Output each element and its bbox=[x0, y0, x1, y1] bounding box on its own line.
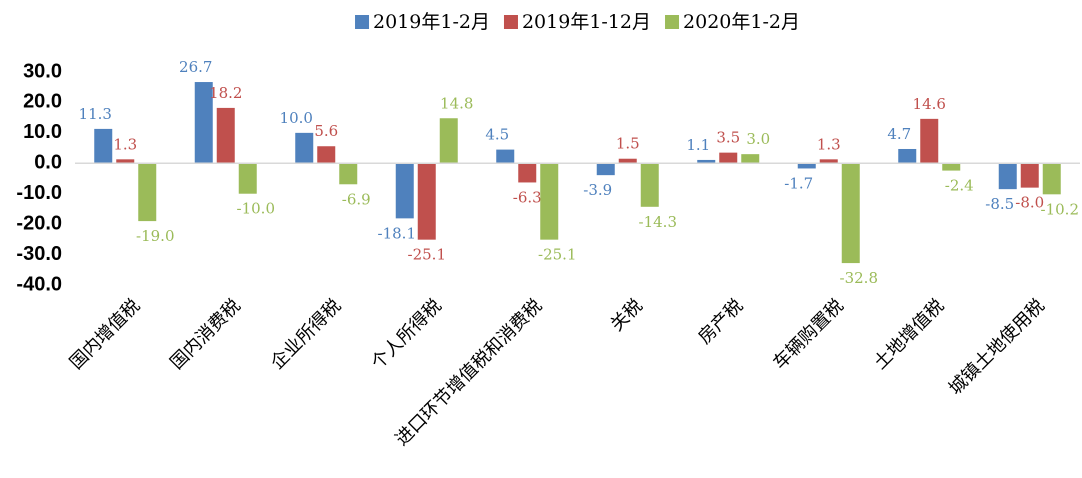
y-tick-label: -20.0 bbox=[16, 212, 62, 234]
value-label: 1.1 bbox=[686, 136, 710, 154]
value-label: -25.1 bbox=[538, 246, 576, 264]
bar bbox=[741, 154, 760, 164]
value-label: 3.0 bbox=[746, 130, 770, 148]
x-tick-label: 个人所得税 bbox=[367, 295, 445, 373]
bar bbox=[339, 163, 358, 185]
legend-label: 2019年1-2月 bbox=[373, 11, 490, 33]
bar bbox=[138, 163, 157, 222]
bar bbox=[596, 163, 615, 176]
bar bbox=[697, 159, 716, 164]
value-label: -8.5 bbox=[985, 195, 1014, 213]
legend-label: 2020年1-2月 bbox=[683, 11, 800, 33]
value-label: 4.5 bbox=[485, 126, 509, 144]
legend-swatch bbox=[355, 15, 370, 29]
value-label: -6.9 bbox=[342, 190, 371, 208]
x-tick-label: 土地增值税 bbox=[870, 295, 948, 373]
legend-swatch bbox=[503, 15, 518, 29]
y-tick-label: 0.0 bbox=[34, 152, 62, 174]
value-label: 18.2 bbox=[209, 84, 242, 102]
y-tick-label: 10.0 bbox=[23, 121, 62, 143]
value-label: 11.3 bbox=[79, 105, 112, 123]
value-label: -32.8 bbox=[840, 269, 878, 287]
x-tick-label: 国内增值税 bbox=[66, 295, 144, 373]
x-tick-label: 国内消费税 bbox=[166, 295, 244, 373]
value-label: -1.7 bbox=[784, 174, 813, 192]
value-label: -25.1 bbox=[408, 246, 446, 264]
value-label: -8.0 bbox=[1015, 194, 1044, 212]
bar bbox=[998, 163, 1017, 190]
y-tick-label: 20.0 bbox=[23, 91, 62, 113]
value-label: 4.7 bbox=[887, 125, 911, 143]
bar bbox=[540, 163, 559, 240]
x-tick-label: 车辆购置税 bbox=[769, 295, 847, 373]
legend-label: 2019年1-12月 bbox=[522, 11, 651, 33]
value-label: -14.3 bbox=[639, 213, 677, 231]
x-tick-label: 企业所得税 bbox=[267, 295, 345, 373]
bar bbox=[797, 163, 816, 169]
y-tick-label: 30.0 bbox=[23, 60, 62, 82]
bar bbox=[94, 128, 113, 164]
bar bbox=[116, 159, 135, 164]
bar bbox=[496, 149, 515, 164]
bar bbox=[640, 163, 659, 207]
value-label: 5.6 bbox=[314, 122, 338, 140]
bar bbox=[898, 148, 917, 164]
value-label: 1.3 bbox=[113, 135, 137, 153]
bar bbox=[1042, 163, 1061, 195]
value-label: -18.1 bbox=[378, 224, 416, 242]
bar bbox=[417, 163, 436, 240]
bar bbox=[317, 146, 336, 164]
bar bbox=[819, 159, 838, 164]
bar bbox=[295, 132, 314, 164]
bar bbox=[439, 118, 458, 164]
x-tick-label: 关税 bbox=[607, 295, 647, 335]
value-label: 14.8 bbox=[440, 94, 473, 112]
value-label: -19.0 bbox=[136, 227, 174, 245]
y-tick-label: -40.0 bbox=[16, 273, 62, 295]
bar bbox=[194, 82, 213, 164]
bar bbox=[216, 107, 235, 164]
y-tick-label: -30.0 bbox=[16, 243, 62, 265]
bar bbox=[618, 158, 637, 164]
bar bbox=[1020, 163, 1039, 188]
y-tick-label: -10.0 bbox=[16, 182, 62, 204]
bar bbox=[719, 152, 738, 164]
bar bbox=[841, 163, 860, 264]
x-tick-label: 城镇土地使用税 bbox=[945, 295, 1049, 399]
value-label: -10.2 bbox=[1041, 200, 1079, 218]
value-label: 1.5 bbox=[616, 135, 640, 153]
value-label: 14.6 bbox=[913, 95, 946, 113]
bar bbox=[238, 163, 257, 194]
bar bbox=[518, 163, 537, 183]
bar bbox=[942, 163, 961, 171]
legend-swatch bbox=[665, 15, 680, 29]
x-tick-label: 房产税 bbox=[694, 295, 747, 348]
value-label: 10.0 bbox=[280, 109, 313, 127]
value-label: 1.3 bbox=[817, 135, 841, 153]
value-label: -2.4 bbox=[945, 177, 974, 195]
value-label: 3.5 bbox=[716, 129, 740, 147]
bar bbox=[395, 163, 414, 219]
value-label: 26.7 bbox=[179, 58, 212, 76]
value-label: -10.0 bbox=[237, 200, 275, 218]
value-label: -6.3 bbox=[513, 188, 542, 206]
bar bbox=[920, 118, 939, 164]
value-label: -3.9 bbox=[583, 181, 612, 199]
